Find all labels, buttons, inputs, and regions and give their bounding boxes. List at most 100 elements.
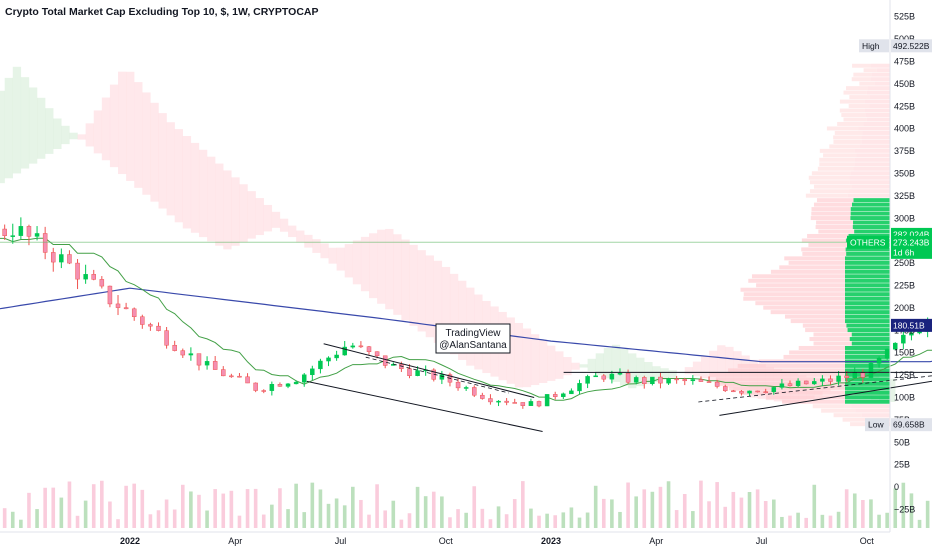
candle-body [739, 391, 744, 394]
cloud-segment [37, 97, 46, 159]
volume-bar [156, 510, 161, 528]
price-tag-value: 1d 6h [893, 247, 915, 257]
profile-bar [869, 95, 890, 100]
profile-bar [871, 72, 890, 77]
price-tag-value: 273.243B [893, 237, 930, 247]
profile-bar [743, 296, 845, 301]
volume-bar [351, 486, 355, 528]
profile-bar [816, 198, 854, 203]
volume-bar [893, 488, 898, 528]
cloud-segment [425, 255, 434, 338]
candle-body [876, 357, 882, 364]
wedge-mid [365, 356, 509, 394]
profile-bar [810, 216, 851, 221]
volume-bar [925, 500, 930, 528]
pattern-drawings: Ch [306, 343, 932, 433]
volume-bar [229, 490, 234, 528]
y-tick-label: 200B [894, 303, 915, 313]
candle-body [366, 346, 372, 352]
profile-bar [841, 113, 866, 118]
cloud-segment [652, 366, 661, 383]
candle-body [544, 394, 550, 407]
volume-bar [585, 512, 590, 528]
cloud-segment [20, 77, 30, 169]
candle-body [310, 368, 315, 376]
profile-bar [845, 292, 890, 297]
cloud-segment [69, 132, 78, 140]
candle-body [585, 376, 590, 384]
profile-bar [864, 108, 890, 113]
volume-bar [310, 482, 315, 528]
candle-body [561, 393, 566, 397]
volume-bar [869, 499, 873, 528]
volume-bar [91, 484, 96, 528]
profile-bar [801, 238, 846, 243]
candle-body [787, 383, 793, 387]
profile-bar [874, 81, 890, 86]
price-candles[interactable] [0, 50, 932, 409]
volume-bar [197, 494, 201, 528]
cloud-segment [77, 134, 86, 140]
profile-bar [861, 139, 890, 144]
candle-body [107, 285, 113, 305]
candle-body [407, 368, 412, 376]
price-tag [891, 235, 932, 249]
cloud-segment [563, 357, 572, 376]
profile-bar [783, 354, 845, 359]
price-tag-value: 180.51B [893, 320, 925, 330]
profile-bar [851, 332, 890, 337]
volume-bar [666, 481, 671, 528]
cloud-segment [336, 247, 345, 271]
profile-bar [845, 296, 890, 301]
candle-body [245, 376, 250, 384]
volume-bar [27, 492, 31, 528]
profile-bar [876, 68, 890, 73]
profile-bar [845, 390, 890, 395]
profile-bar [837, 121, 864, 126]
candle-body [221, 369, 226, 377]
cloud-segment [449, 273, 459, 355]
profile-bar [821, 408, 856, 413]
profile-bar [845, 368, 890, 373]
cloud-segment [660, 368, 669, 380]
cloud-segment [385, 228, 394, 310]
volume-bar [804, 517, 808, 528]
cloud-segment [12, 66, 22, 174]
wedge-top [323, 343, 535, 398]
volume-bar [253, 488, 258, 528]
candle-body [10, 235, 16, 237]
candle-body [172, 344, 177, 351]
candle-body [59, 254, 64, 263]
profile-bar [755, 301, 845, 306]
cloud-segment [271, 211, 281, 228]
candle-body [382, 355, 388, 366]
candle-body [188, 353, 194, 356]
volume-bar [634, 496, 638, 528]
profile-bar [763, 305, 845, 310]
volume-bar [739, 497, 744, 528]
profile-bar [784, 314, 845, 319]
volume-bar [237, 515, 242, 528]
profile-bar [790, 319, 845, 324]
cloud-segment [182, 136, 192, 229]
time-axis[interactable]: 2022 Apr Jul Oct 2023 Apr Jul Oct [0, 531, 890, 546]
cloud-segment [118, 71, 127, 175]
y-tick-label: 100B [894, 393, 915, 403]
volume-bar [205, 510, 209, 528]
volume-bars [2, 480, 930, 528]
candle-body [75, 262, 80, 280]
profile-bar [845, 372, 890, 377]
candle-body [771, 387, 777, 393]
volume-bar [51, 487, 56, 528]
volume-bar [521, 481, 525, 528]
candle-body [698, 379, 704, 382]
volume-bar [472, 486, 477, 528]
volume-bar [278, 488, 282, 528]
cloud-segment [4, 77, 13, 179]
candle-body [131, 308, 137, 317]
profile-bar [813, 332, 852, 337]
cloud-segment [684, 367, 694, 375]
volume-bar [577, 517, 582, 528]
profile-bar [845, 305, 890, 310]
